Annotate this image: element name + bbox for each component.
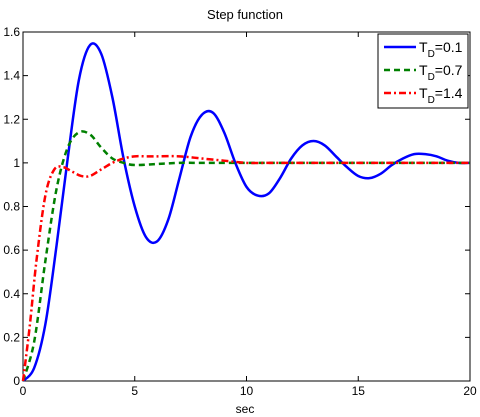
x-tick-label: 0 [20,384,27,398]
y-tick-label: 1.6 [3,25,20,39]
y-tick-label: 0.2 [3,330,20,344]
x-tick-label: 10 [240,384,254,398]
x-axis-label: sec [236,402,255,416]
series-line-2 [21,130,470,382]
legend-label: TD=0.1 [419,39,463,60]
series-lines [21,42,471,382]
y-tick-label: 1.2 [3,112,20,126]
y-tick-label: 1.4 [3,69,20,83]
y-tick-label: 0.8 [3,200,20,214]
legend-label: TD=0.7 [419,62,463,83]
y-tick-label: 0.6 [3,243,20,257]
y-tick-label: 0 [13,374,20,388]
legend: TD=0.1TD=0.7TD=1.4 [377,33,469,109]
legend-label: TD=1.4 [419,85,463,106]
y-tick-label: 1 [13,156,20,170]
chart-title: Step function [207,7,283,22]
x-tick-label: 20 [463,384,477,398]
x-tick-label: 15 [352,384,366,398]
axis-ticks: 0 5 10 15 20 0 0.2 0.4 0.6 0.8 1 1.2 1.4 1.6 [3,25,477,398]
y-tick-label: 0.4 [3,287,20,301]
x-tick-label: 5 [131,384,138,398]
series-line-3 [21,154,470,382]
